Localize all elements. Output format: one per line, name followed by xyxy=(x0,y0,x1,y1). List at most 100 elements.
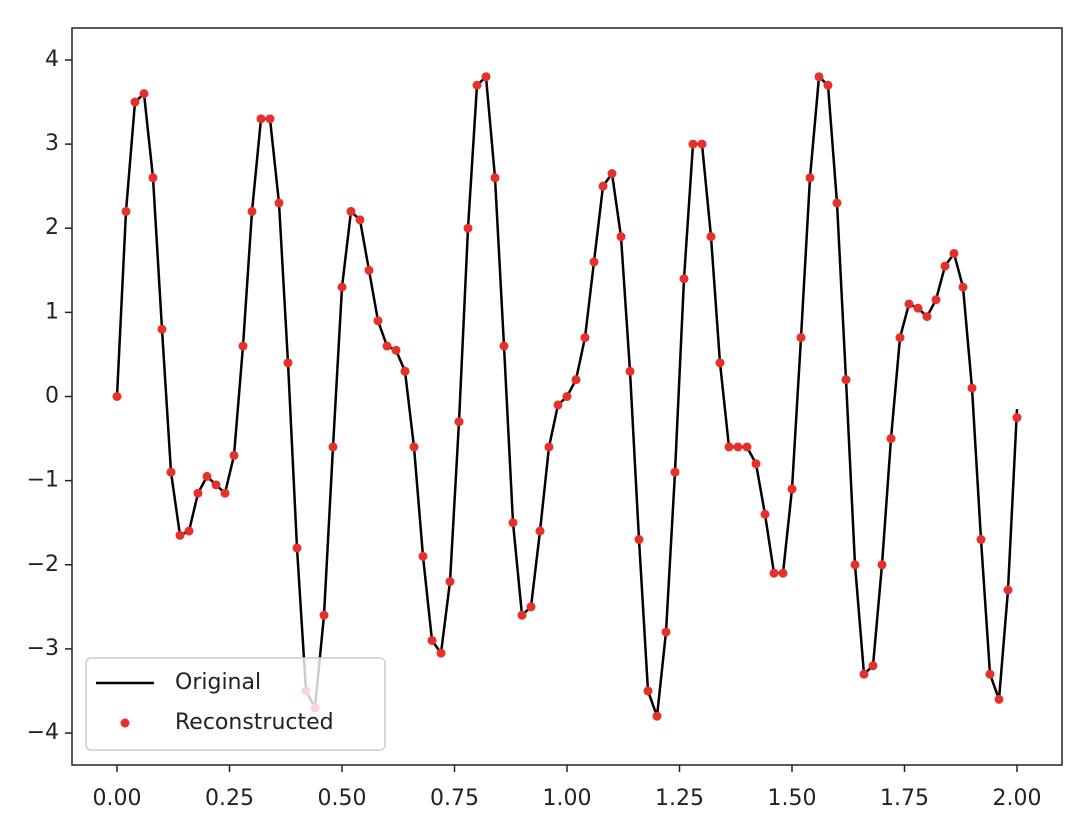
dot xyxy=(571,375,581,385)
dot xyxy=(850,560,860,570)
dot xyxy=(148,173,158,183)
dot xyxy=(364,265,374,275)
dot xyxy=(886,434,896,444)
dot xyxy=(1012,413,1022,423)
dot xyxy=(643,686,653,696)
dot xyxy=(121,206,131,216)
dot xyxy=(166,467,176,477)
dot xyxy=(832,198,842,208)
dot xyxy=(508,518,518,528)
dot xyxy=(580,333,590,343)
dot xyxy=(553,400,563,410)
dot xyxy=(697,139,707,149)
x-tick-label: 0.75 xyxy=(430,786,479,811)
dot xyxy=(526,602,536,612)
dot xyxy=(220,488,230,498)
dot xyxy=(931,295,941,305)
dot xyxy=(157,324,167,334)
dot xyxy=(427,635,437,645)
dot xyxy=(679,274,689,284)
dot xyxy=(868,661,878,671)
dot xyxy=(499,341,509,351)
dot xyxy=(283,358,293,368)
legend-label: Reconstructed xyxy=(175,710,334,735)
dot xyxy=(1003,585,1013,595)
dot xyxy=(247,206,257,216)
dot xyxy=(877,560,887,570)
dot xyxy=(265,114,275,124)
dot xyxy=(598,181,608,191)
dot xyxy=(661,627,671,637)
x-tick-label: 2.00 xyxy=(993,786,1042,811)
dot xyxy=(796,333,806,343)
dot xyxy=(418,551,428,561)
legend-dot xyxy=(120,718,130,728)
dot xyxy=(688,139,698,149)
dot xyxy=(805,173,815,183)
dot xyxy=(274,198,284,208)
dot xyxy=(814,72,824,82)
dot xyxy=(904,299,914,309)
y-tick-label: 1 xyxy=(45,299,59,324)
y-tick-label: −1 xyxy=(27,468,59,493)
dot xyxy=(589,257,599,267)
y-tick-label: 4 xyxy=(45,47,59,72)
dot xyxy=(391,345,401,355)
dot xyxy=(859,669,869,679)
dot xyxy=(193,488,203,498)
dot xyxy=(409,442,419,452)
dot xyxy=(112,392,122,401)
y-tick-label: −3 xyxy=(27,636,59,661)
dot xyxy=(715,358,725,368)
axes-frame xyxy=(71,27,1063,766)
dot xyxy=(355,215,365,225)
dot xyxy=(292,543,302,553)
dot xyxy=(967,383,977,393)
dot xyxy=(895,333,905,343)
dot xyxy=(400,366,410,376)
dot xyxy=(328,442,338,452)
dot xyxy=(706,232,716,242)
dot xyxy=(463,223,473,233)
dot xyxy=(436,648,446,658)
dot xyxy=(202,471,212,481)
dot xyxy=(319,610,329,620)
dot xyxy=(382,341,392,351)
dot xyxy=(490,173,500,183)
x-tick-label: 0.00 xyxy=(93,786,142,811)
x-tick-label: 0.50 xyxy=(318,786,367,811)
y-tick-label: 3 xyxy=(45,131,59,156)
dot xyxy=(454,417,464,427)
dot xyxy=(742,442,752,452)
dot xyxy=(958,282,968,292)
dot xyxy=(823,80,833,90)
dot xyxy=(139,89,149,99)
dot xyxy=(976,535,986,545)
dot xyxy=(940,261,950,271)
x-tick-label: 1.00 xyxy=(543,786,592,811)
dot xyxy=(769,568,779,578)
x-tick-label: 1.75 xyxy=(880,786,929,811)
dot xyxy=(373,316,383,326)
dot xyxy=(913,303,923,313)
dot xyxy=(922,312,932,322)
dot xyxy=(607,169,617,179)
x-tick-label: 1.50 xyxy=(768,786,817,811)
dot xyxy=(787,484,797,494)
legend-label: Original xyxy=(175,670,261,695)
dot xyxy=(238,341,248,351)
dot xyxy=(256,114,266,124)
dot xyxy=(517,610,527,620)
dot xyxy=(346,206,356,216)
dot xyxy=(337,282,347,292)
dot xyxy=(562,392,572,401)
dot xyxy=(229,450,239,460)
dot xyxy=(634,535,644,545)
dot xyxy=(841,375,851,385)
dot xyxy=(994,694,1004,704)
y-tick-label: −4 xyxy=(27,720,59,745)
dot xyxy=(652,711,662,721)
dot xyxy=(472,80,482,90)
